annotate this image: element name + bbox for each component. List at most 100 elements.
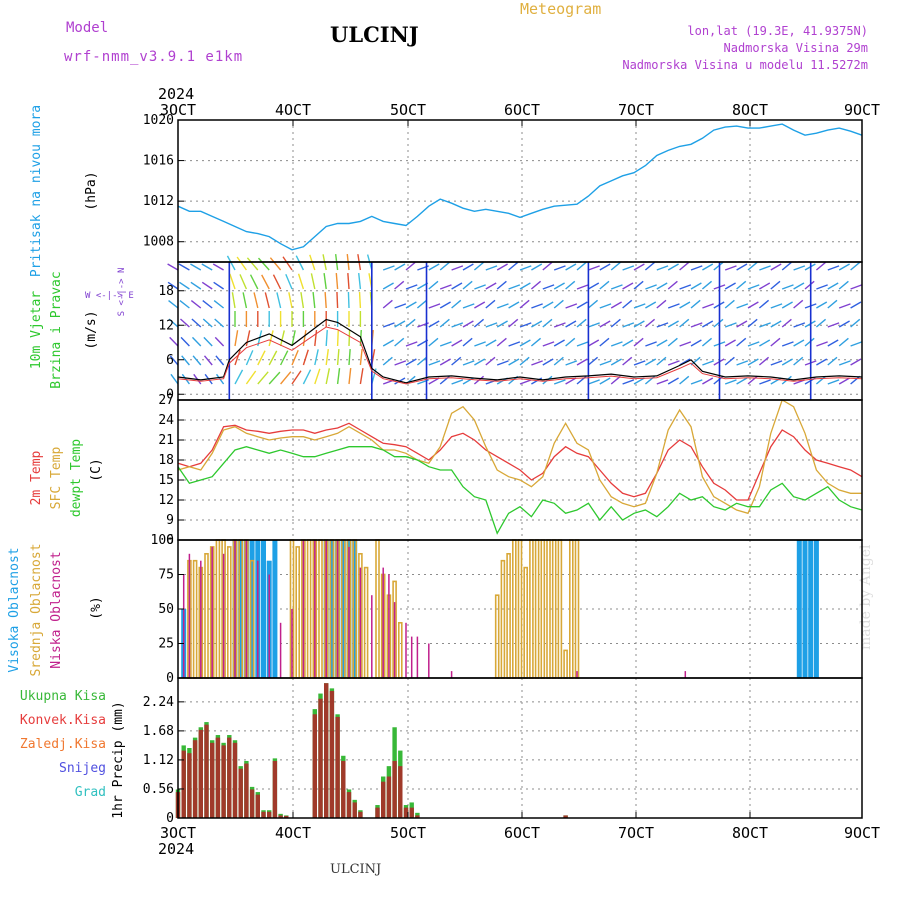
wind-arrow [242, 292, 248, 309]
wind-arrow [656, 282, 668, 290]
wind-arrow [268, 371, 281, 385]
pressure-line [177, 123, 863, 251]
wind-arrow [793, 265, 806, 271]
wind-arrow [690, 282, 702, 290]
wind-arrow [747, 284, 760, 290]
time-tick-top: 9OCT [844, 101, 880, 119]
wind-arrow [323, 273, 327, 290]
wind-arrow [405, 318, 416, 328]
wind-arrow [508, 318, 519, 328]
wind-arrow [214, 336, 225, 347]
cloud-bar-high [238, 540, 244, 678]
wind-ytick: 6 [166, 353, 174, 368]
wind-arrow [747, 318, 758, 328]
wind-arrow [736, 303, 749, 309]
precip-legend-item: Zaledj.Kisa [20, 737, 106, 752]
wind-arrow [588, 322, 600, 328]
wind-arrow [747, 341, 760, 347]
wind-arrow [245, 330, 251, 347]
cloud-bar-low [245, 540, 248, 678]
wind-arrow [622, 379, 635, 385]
wind-arrow [656, 379, 669, 385]
time-tick-top: 6OCT [504, 101, 540, 119]
wind-arrow [622, 322, 635, 328]
wind-arrow [451, 265, 464, 271]
wind-arrow [485, 265, 498, 271]
cloud-bar-high [813, 540, 819, 678]
elevation-text: Nadmorska Visina 29m [723, 41, 869, 55]
cloud-bar-low [684, 671, 687, 678]
cloud-bar-mid [551, 539, 557, 679]
cloud-bar-low [410, 636, 413, 678]
wind-arrow [439, 284, 452, 290]
wind-arrow [302, 330, 307, 347]
cloud-bar-mid [557, 539, 563, 679]
time-tick-top: 4OCT [275, 101, 311, 119]
wind-arrow [519, 299, 530, 309]
wind-arrow [599, 263, 611, 271]
footer-station: ULCINJ [330, 862, 382, 877]
wind-arrow [553, 322, 566, 328]
wind-arrow [496, 320, 508, 328]
wind-label2: Brzina i Pravac [49, 271, 64, 388]
wind-arrow [816, 284, 828, 290]
wind-arrow [439, 318, 450, 328]
wind-arrow [542, 341, 555, 347]
temp-ytick: 6 [166, 533, 174, 548]
wind-arrow [428, 280, 439, 290]
wind-arrow [599, 303, 612, 309]
wind-arrow [382, 356, 393, 366]
precip-ytick: 2.24 [143, 695, 174, 710]
wind-arrow [236, 256, 247, 271]
wind-arrow [190, 281, 202, 290]
wind-arrow [358, 291, 362, 309]
wind-arrow [610, 318, 621, 328]
wind-arrow [838, 263, 850, 271]
cloud-bar-high [261, 540, 266, 678]
wind-arrow [736, 263, 748, 271]
wind-arrow [382, 282, 394, 290]
wind-arrow [553, 356, 564, 366]
wind-arrow [180, 318, 190, 328]
cloud-bar-mid [204, 552, 209, 679]
cloud-unit: (%) [89, 596, 104, 619]
wind-arrow [622, 339, 634, 347]
wind-arrow [850, 261, 861, 271]
wind-arrow [348, 368, 352, 385]
precip-bar-conv [284, 815, 289, 818]
cloud-bar-mid [397, 621, 403, 679]
wind-arrow [599, 377, 611, 385]
wind-arrow [644, 318, 656, 328]
wind-arrow [246, 257, 259, 271]
cloud-bar-low [200, 560, 202, 678]
wind-arrow [690, 379, 703, 385]
cloud-bar-mid [494, 594, 500, 679]
wind-speed-line [177, 318, 863, 384]
precip-bar-conv [312, 714, 317, 818]
wind-arrow [667, 303, 680, 309]
wind-arrow [530, 337, 542, 347]
cloud-bar-high [272, 540, 278, 678]
wind-arrow [439, 358, 451, 366]
wind-arrow [348, 329, 351, 347]
wind-arrow [644, 261, 656, 271]
wind-arrow [724, 339, 736, 347]
station-title: ULCINJ [330, 22, 419, 47]
wind-arrow [324, 291, 327, 309]
wind-arrow [496, 337, 507, 347]
wind-arrow [610, 341, 623, 347]
wind-arrow [542, 375, 553, 385]
cloud-bar-low [279, 622, 282, 678]
wind-arrow [553, 339, 565, 347]
wind-arrow [770, 320, 782, 328]
wind-arrow [576, 358, 588, 366]
cloud-bar-high [802, 540, 808, 678]
wind-arrow [701, 280, 713, 290]
precip-bar-conv [386, 776, 392, 818]
wind-arrow [565, 280, 576, 290]
wind-arrow [190, 300, 202, 309]
precip-bar-conv [215, 737, 221, 818]
wind-arrow [759, 379, 771, 385]
cloud-bar-high [249, 540, 255, 678]
wind-arrow [690, 265, 703, 271]
